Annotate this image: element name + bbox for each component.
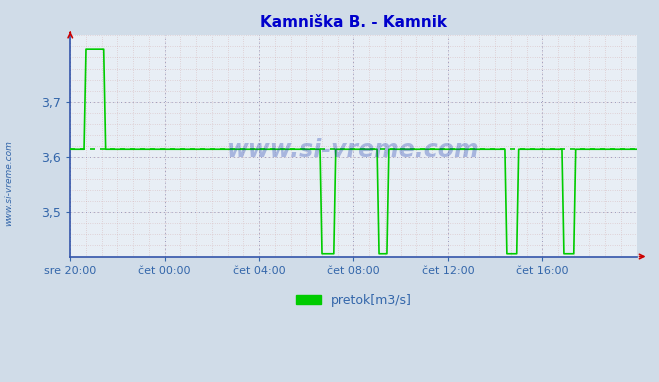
Text: www.si-vreme.com: www.si-vreme.com	[4, 141, 13, 226]
Text: www.si-vreme.com: www.si-vreme.com	[227, 138, 480, 162]
Legend: pretok[m3/s]: pretok[m3/s]	[291, 289, 416, 312]
Title: Kamniška B. - Kamnik: Kamniška B. - Kamnik	[260, 15, 447, 30]
